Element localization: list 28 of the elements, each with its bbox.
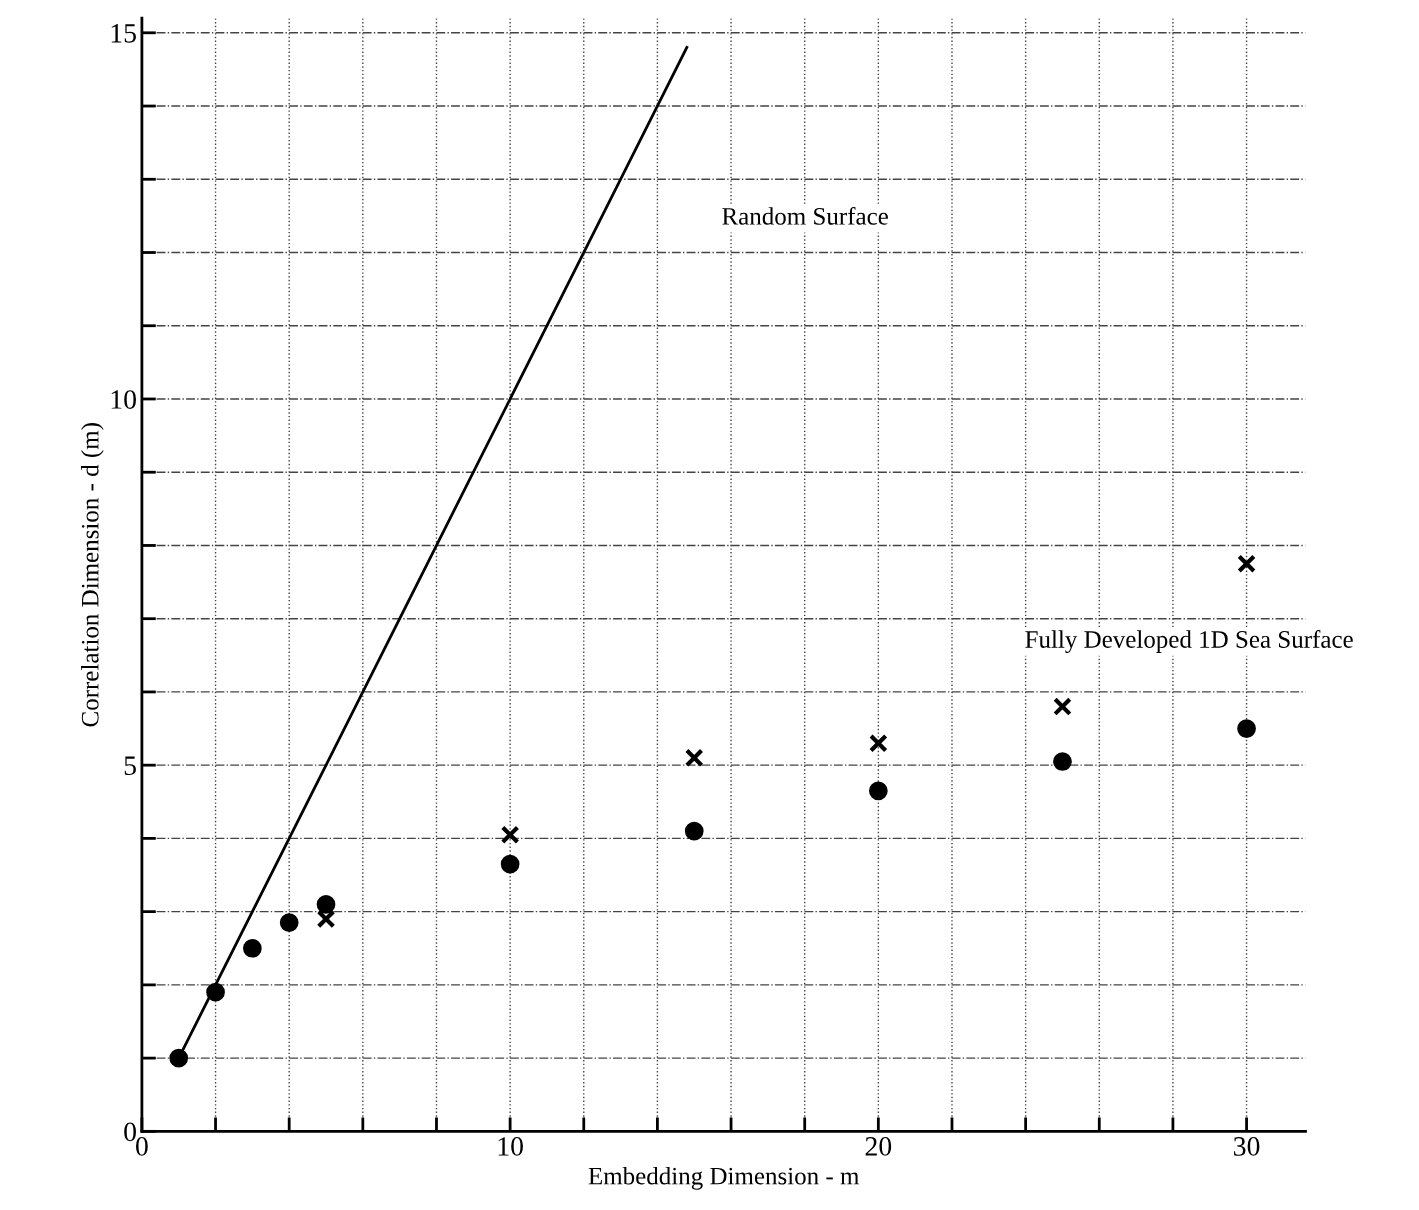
annotation: Fully Developed 1D Sea Surface (1025, 630, 1353, 654)
point (868, 733, 888, 753)
x-tick-label: 20 (865, 1137, 892, 1156)
y-tick-label: 15 (111, 24, 136, 43)
point (206, 982, 225, 1002)
x-axis-title: Embedding Dimension - m (588, 1166, 860, 1190)
point (500, 825, 520, 845)
point (316, 909, 336, 929)
y-axis-title: Correlation Dimension - d (m) (81, 423, 104, 727)
y-tick-label: 5 (124, 756, 136, 776)
y-tick-label: 0 (124, 1122, 136, 1142)
point (500, 854, 520, 874)
point (169, 1048, 189, 1068)
point (316, 894, 336, 914)
point (1237, 554, 1256, 574)
point (868, 781, 888, 801)
point (279, 913, 299, 932)
x-tick-label: 10 (498, 1137, 523, 1156)
point (684, 748, 704, 768)
point (1237, 719, 1256, 738)
annotation: Random Surface (722, 206, 888, 225)
point (242, 938, 262, 958)
x-tick-label: 30 (1234, 1137, 1260, 1156)
point (1053, 752, 1072, 771)
x-tick-label: 0 (136, 1137, 148, 1156)
point (1053, 697, 1072, 716)
y-tick-label: 10 (111, 390, 136, 409)
point (684, 821, 704, 841)
